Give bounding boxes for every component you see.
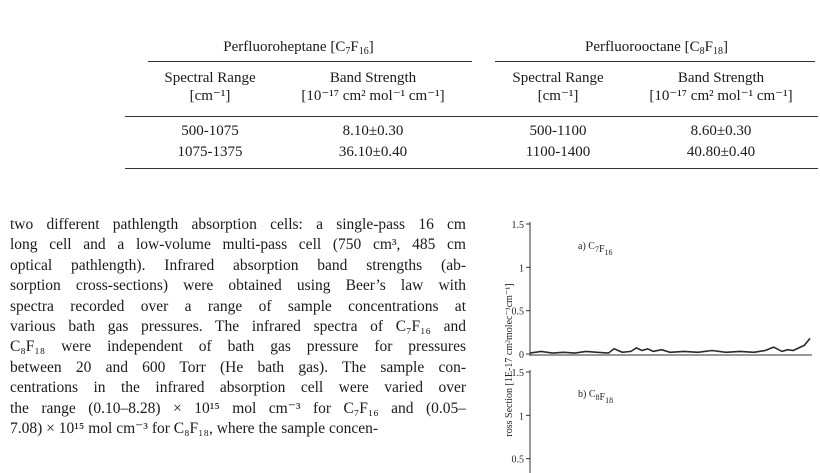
group-rule-left <box>148 61 472 62</box>
table-cell: 1100-1400 <box>525 144 591 160</box>
table-cell: 36.10±0.40 <box>338 144 408 160</box>
panel-label: a) C7F16 <box>578 241 613 257</box>
y-axis-label: ross Section [1E-17 cm²molec⁻¹cm⁻¹] <box>504 283 515 436</box>
paragraph-line: centrations in the infrared absorption c… <box>10 379 466 397</box>
series-line <box>529 337 811 354</box>
col-header-range: Spectral Range [cm⁻¹] <box>512 70 604 104</box>
table-cell: 8.60±0.30 <box>690 123 752 139</box>
col-header-strength: Band Strength [10⁻¹⁷ cm² mol⁻¹ cm⁻¹] <box>301 70 445 104</box>
panel-label: b) C8F18 <box>578 389 613 405</box>
paragraph-line: optical pathlength). Infrared absorption… <box>10 256 466 274</box>
y-tick-label: 0.5 <box>512 455 525 466</box>
paragraph-line: long cell and a low-volume multi-pass ce… <box>10 236 466 254</box>
cross-section-chart: 0 0.5 1 1.5 a) C7F16 0.5 1 1.5 b) C8F18 ross Sect… <box>504 218 812 473</box>
table-cell: 8.10±0.30 <box>342 123 404 139</box>
group-header-c8f18: Perfluorooctane [C8F18] <box>585 39 728 57</box>
paragraph-line: between 20 and 600 Torr (He bath gas). T… <box>10 358 466 376</box>
table-cell: 500-1100 <box>529 123 587 139</box>
group-name: Perfluoroheptane <box>223 39 327 55</box>
paragraph-line: spectra recorded over a range of sample … <box>10 297 466 315</box>
group-header-c7f16: Perfluoroheptane [C7F16] <box>223 39 374 57</box>
paragraph-line: 7.08) × 10¹⁵ mol cm⁻³ for C₈F₁₈, where t… <box>10 419 379 437</box>
y-tick-label: 1 <box>519 263 524 274</box>
table-cell: 500-1075 <box>181 123 239 139</box>
paragraph-line: sorption cross-sections) were obtained u… <box>10 277 466 295</box>
group-rule-right <box>495 61 815 62</box>
paragraph-line: two different pathlength absorption cell… <box>10 216 466 233</box>
plot-area <box>530 218 812 473</box>
header-rule <box>125 116 818 117</box>
y-tick-label: 0 <box>519 350 524 361</box>
body-paragraph: two different pathlength absorption cell… <box>10 215 466 439</box>
paragraph-line: the range (0.10–8.28) × 10¹⁵ mol cm⁻³ fo… <box>10 399 466 417</box>
table-cell: 1075-1375 <box>177 144 243 160</box>
group-name: Perfluorooctane <box>585 39 681 55</box>
y-tick-label: 1 <box>519 411 524 422</box>
y-tick-label: 1.5 <box>512 368 525 379</box>
table-cell: 40.80±0.40 <box>686 144 756 160</box>
y-tick-label: 0.5 <box>512 307 525 318</box>
y-tick-label: 1.5 <box>512 220 525 231</box>
paragraph-line: C₈F₁₈ were independent of bath gas press… <box>10 338 466 356</box>
col-header-strength: Band Strength [10⁻¹⁷ cm² mol⁻¹ cm⁻¹] <box>649 70 793 104</box>
paragraph-line: various bath gas pressures. The infrared… <box>10 317 466 335</box>
bottom-rule <box>125 168 818 169</box>
col-header-range: Spectral Range [cm⁻¹] <box>164 70 256 104</box>
